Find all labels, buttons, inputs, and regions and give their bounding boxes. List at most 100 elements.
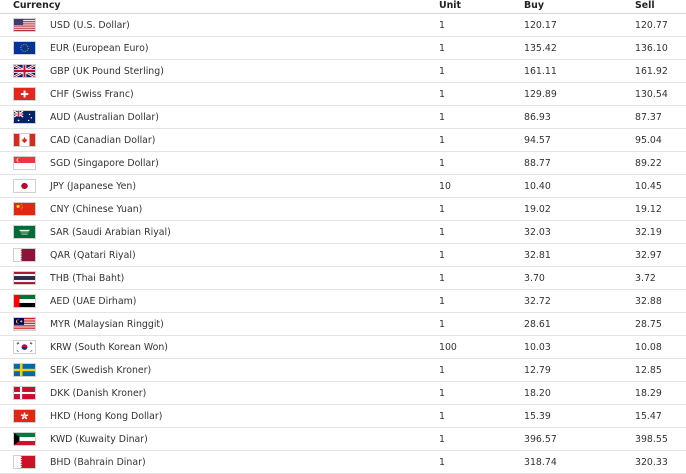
table-row: USD (U.S. Dollar) 1 120.17 120.77 [0,13,686,37]
sell-rate: 130.54 [635,82,686,106]
column-header-currency: Currency [0,0,439,14]
table-row: AUD (Australian Dollar) 1 86.93 87.37 [0,105,686,129]
currency-unit: 1 [439,358,524,382]
buy-rate: 88.77 [524,151,635,175]
buy-rate: 12.79 [524,358,635,382]
sell-rate: 18.29 [635,381,686,405]
gb-flag-icon [13,64,36,78]
currency-unit: 1 [439,151,524,175]
currency-name: SEK (Swedish Kroner) [50,358,439,382]
currency-name: EUR (European Euro) [50,36,439,60]
cn-flag-icon [13,202,36,216]
currency-unit: 1 [439,381,524,405]
jp-flag-icon [13,179,36,193]
table-row: CHF (Swiss Franc) 1 129.89 130.54 [0,82,686,106]
eu-flag-icon [13,41,36,55]
currency-unit: 100 [439,335,524,359]
currency-unit: 1 [439,105,524,129]
sell-rate: 95.04 [635,128,686,152]
buy-rate: 32.03 [524,220,635,244]
se-flag-icon [13,363,36,377]
currency-name: QAR (Qatari Riyal) [50,243,439,267]
currency-name: AUD (Australian Dollar) [50,105,439,129]
table-row: HKD (Hong Kong Dollar) 1 15.39 15.47 [0,404,686,428]
us-flag-icon [13,18,36,32]
sell-rate: 32.19 [635,220,686,244]
flag-cell [0,105,50,129]
currency-unit: 1 [439,427,524,451]
table-row: CAD (Canadian Dollar) 1 94.57 95.04 [0,128,686,152]
ch-flag-icon [13,87,36,101]
sell-rate: 32.88 [635,289,686,313]
column-header-buy: Buy [524,0,635,14]
my-flag-icon [13,317,36,331]
buy-rate: 19.02 [524,197,635,221]
currency-name: SAR (Saudi Arabian Riyal) [50,220,439,244]
qa-flag-icon [13,248,36,262]
buy-rate: 32.81 [524,243,635,267]
buy-rate: 10.40 [524,174,635,198]
table-row: DKK (Danish Kroner) 1 18.20 18.29 [0,381,686,405]
flag-cell [0,13,50,37]
table-row: JPY (Japanese Yen) 10 10.40 10.45 [0,174,686,198]
currency-name: AED (UAE Dirham) [50,289,439,313]
currency-unit: 1 [439,450,524,474]
flag-cell [0,151,50,175]
currency-name: KRW (South Korean Won) [50,335,439,359]
table-row: SAR (Saudi Arabian Riyal) 1 32.03 32.19 [0,220,686,244]
kw-flag-icon [13,432,36,446]
bh-flag-icon [13,455,36,469]
flag-cell [0,266,50,290]
buy-rate: 3.70 [524,266,635,290]
column-header-unit: Unit [439,0,524,14]
flag-cell [0,197,50,221]
currency-name: SGD (Singapore Dollar) [50,151,439,175]
currency-unit: 10 [439,174,524,198]
currency-unit: 1 [439,220,524,244]
buy-rate: 15.39 [524,404,635,428]
currency-unit: 1 [439,243,524,267]
currency-unit: 1 [439,289,524,313]
dk-flag-icon [13,386,36,400]
table-row: EUR (European Euro) 1 135.42 136.10 [0,36,686,60]
table-row: KWD (Kuwaity Dinar) 1 396.57 398.55 [0,427,686,451]
currency-name: USD (U.S. Dollar) [50,13,439,37]
sell-rate: 10.45 [635,174,686,198]
currency-name: DKK (Danish Kroner) [50,381,439,405]
buy-rate: 396.57 [524,427,635,451]
sell-rate: 15.47 [635,404,686,428]
table-row: QAR (Qatari Riyal) 1 32.81 32.97 [0,243,686,267]
currency-unit: 1 [439,312,524,336]
sg-flag-icon [13,156,36,170]
sell-rate: 12.85 [635,358,686,382]
buy-rate: 10.03 [524,335,635,359]
flag-cell [0,220,50,244]
au-flag-icon [13,110,36,124]
sell-rate: 89.22 [635,151,686,175]
sell-rate: 398.55 [635,427,686,451]
currency-unit: 1 [439,59,524,83]
table-row: GBP (UK Pound Sterling) 1 161.11 161.92 [0,59,686,83]
flag-cell [0,174,50,198]
column-header-sell: Sell [635,0,686,14]
currency-name: CNY (Chinese Yuan) [50,197,439,221]
table-row: THB (Thai Baht) 1 3.70 3.72 [0,266,686,290]
flag-cell [0,358,50,382]
buy-rate: 94.57 [524,128,635,152]
sell-rate: 161.92 [635,59,686,83]
flag-cell [0,335,50,359]
flag-cell [0,243,50,267]
sell-rate: 32.97 [635,243,686,267]
currency-name: THB (Thai Baht) [50,266,439,290]
table-row: SGD (Singapore Dollar) 1 88.77 89.22 [0,151,686,175]
currency-unit: 1 [439,128,524,152]
currency-name: KWD (Kuwaity Dinar) [50,427,439,451]
buy-rate: 318.74 [524,450,635,474]
table-row: MYR (Malaysian Ringgit) 1 28.61 28.75 [0,312,686,336]
buy-rate: 28.61 [524,312,635,336]
flag-cell [0,450,50,474]
sell-rate: 120.77 [635,13,686,37]
flag-cell [0,289,50,313]
currency-unit: 1 [439,13,524,37]
sell-rate: 87.37 [635,105,686,129]
